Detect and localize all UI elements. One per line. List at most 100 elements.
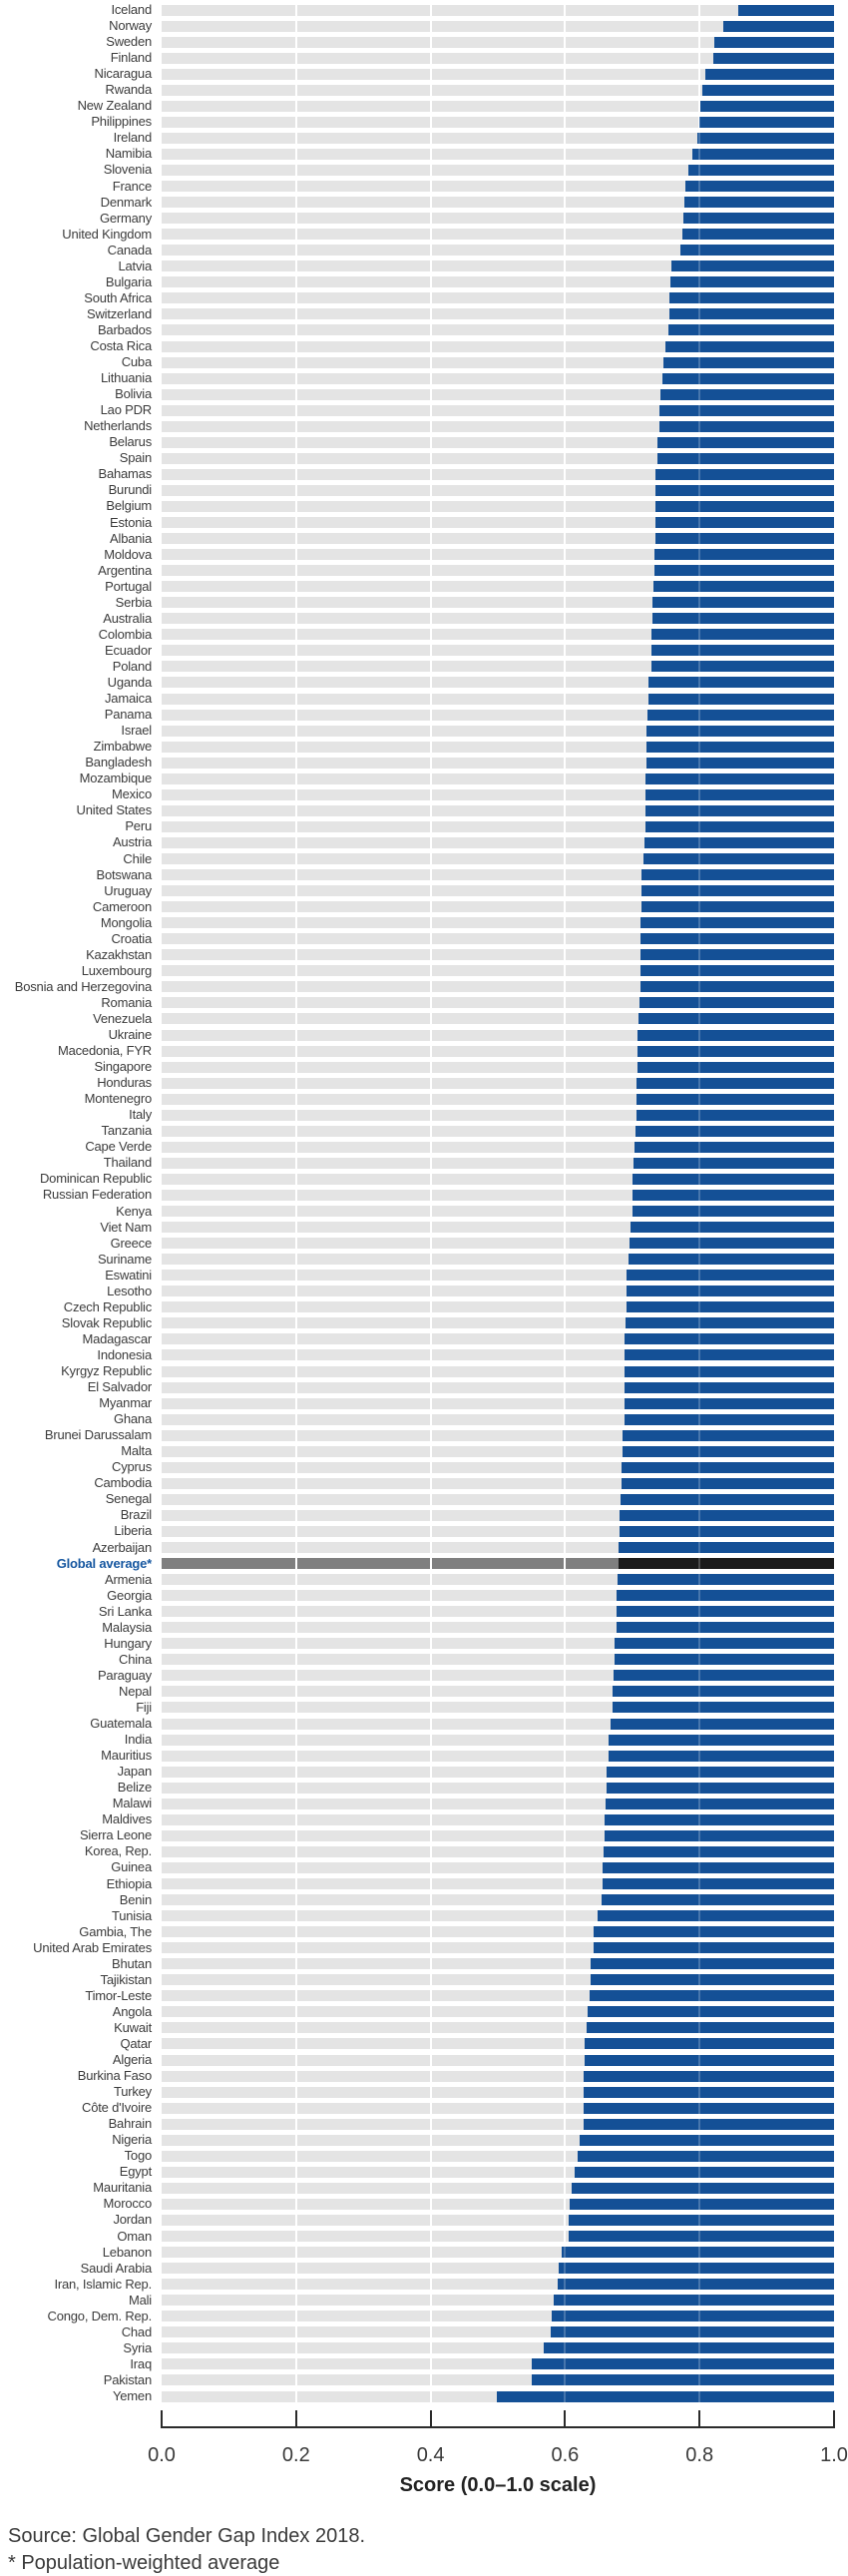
gridline bbox=[294, 245, 297, 257]
score-track bbox=[162, 260, 834, 272]
gridline bbox=[429, 1878, 432, 1889]
gridline bbox=[564, 997, 567, 1009]
gap-bar bbox=[630, 1238, 834, 1250]
bar-row: Oman bbox=[0, 2229, 848, 2245]
bar-row: Morocco bbox=[0, 2196, 848, 2212]
gridline bbox=[429, 1333, 432, 1345]
gridline bbox=[294, 148, 297, 160]
country-label: Cameroon bbox=[92, 898, 152, 914]
country-label: India bbox=[124, 1732, 152, 1748]
bar-row: Estonia bbox=[0, 515, 848, 531]
country-label: Brunei Darussalam bbox=[44, 1427, 152, 1443]
score-track bbox=[162, 2263, 834, 2275]
bar-row: Lithuania bbox=[0, 370, 848, 386]
score-track bbox=[162, 132, 834, 144]
country-label: Malaysia bbox=[102, 1619, 152, 1635]
score-track bbox=[162, 2102, 834, 2114]
score-track bbox=[162, 4, 834, 16]
country-label: Rwanda bbox=[105, 82, 153, 98]
bar-row: Myanmar bbox=[0, 1395, 848, 1411]
country-label: Bahamas bbox=[98, 466, 152, 482]
gridline bbox=[564, 1638, 567, 1650]
bar-row: Nepal bbox=[0, 1684, 848, 1700]
gridline bbox=[429, 804, 432, 816]
country-label: Bhutan bbox=[111, 1955, 152, 1971]
gridline bbox=[429, 436, 432, 448]
score-track bbox=[162, 1077, 834, 1089]
gap-bar bbox=[655, 484, 834, 496]
score-track bbox=[162, 1301, 834, 1313]
gridline bbox=[429, 1590, 432, 1602]
bar-row: Kyrgyz Republic bbox=[0, 1363, 848, 1379]
gap-bar bbox=[579, 2134, 834, 2146]
gridline bbox=[564, 1558, 567, 1570]
gridline bbox=[429, 2295, 432, 2307]
score-track bbox=[162, 597, 834, 609]
country-label: Gambia, The bbox=[79, 1923, 152, 1939]
score-track bbox=[162, 1734, 834, 1746]
x-axis-tick bbox=[429, 2410, 432, 2429]
gap-bar bbox=[634, 1157, 834, 1169]
gridline bbox=[294, 1813, 297, 1825]
gridline bbox=[294, 1686, 297, 1698]
gap-bar bbox=[584, 2086, 834, 2098]
score-track bbox=[162, 2358, 834, 2370]
bar-row: Moldova bbox=[0, 547, 848, 563]
x-axis-tick-label: 1.0 bbox=[820, 2444, 848, 2467]
gridline bbox=[429, 2263, 432, 2275]
country-label: Kenya bbox=[116, 1203, 152, 1219]
gridline bbox=[429, 677, 432, 689]
gridline bbox=[564, 1829, 567, 1841]
gap-bar bbox=[616, 1622, 834, 1634]
gridline bbox=[294, 1493, 297, 1505]
gridline bbox=[429, 2390, 432, 2402]
gap-bar bbox=[543, 2342, 834, 2354]
gridline bbox=[564, 533, 567, 545]
gridline bbox=[564, 2102, 567, 2114]
gridline bbox=[429, 741, 432, 753]
bar-row: Netherlands bbox=[0, 418, 848, 434]
x-axis-line bbox=[162, 2426, 834, 2429]
gap-bar bbox=[584, 2038, 834, 2050]
gap-bar bbox=[634, 1141, 834, 1153]
gridline bbox=[294, 1013, 297, 1025]
bar-row: Barbados bbox=[0, 322, 848, 338]
country-label: Qatar bbox=[120, 2035, 152, 2051]
bar-row: Croatia bbox=[0, 931, 848, 947]
bar-row: Uganda bbox=[0, 675, 848, 691]
gridline bbox=[429, 2022, 432, 2034]
bar-row: Canada bbox=[0, 243, 848, 258]
gridline bbox=[698, 36, 701, 48]
gridline bbox=[294, 565, 297, 577]
bar-row: Zimbabwe bbox=[0, 739, 848, 755]
gridline bbox=[294, 2358, 297, 2370]
gap-bar bbox=[617, 1590, 834, 1602]
gridline bbox=[564, 661, 567, 673]
country-label: France bbox=[112, 178, 152, 194]
gap-bar bbox=[639, 997, 834, 1009]
score-track bbox=[162, 661, 834, 673]
gridline bbox=[294, 885, 297, 897]
bar-row: United States bbox=[0, 802, 848, 818]
gridline bbox=[294, 949, 297, 961]
country-label: Greece bbox=[110, 1235, 153, 1251]
gap-bar bbox=[636, 1077, 834, 1089]
country-label: Australia bbox=[103, 610, 152, 626]
country-label: Jamaica bbox=[104, 691, 152, 707]
gridline bbox=[564, 1013, 567, 1025]
gridline bbox=[294, 901, 297, 913]
score-track bbox=[162, 52, 834, 64]
gridline bbox=[564, 1365, 567, 1377]
country-label: Austria bbox=[112, 834, 152, 850]
gridline bbox=[564, 340, 567, 352]
country-label: Albania bbox=[110, 530, 152, 546]
gridline bbox=[294, 2118, 297, 2130]
gridline bbox=[429, 484, 432, 496]
country-label: Slovenia bbox=[103, 162, 152, 178]
bar-row: Hungary bbox=[0, 1636, 848, 1652]
gap-bar bbox=[625, 1365, 834, 1377]
gap-bar bbox=[641, 869, 834, 881]
gap-bar bbox=[583, 2102, 834, 2114]
country-label: Chile bbox=[123, 850, 152, 866]
bar-row: Bahamas bbox=[0, 466, 848, 482]
